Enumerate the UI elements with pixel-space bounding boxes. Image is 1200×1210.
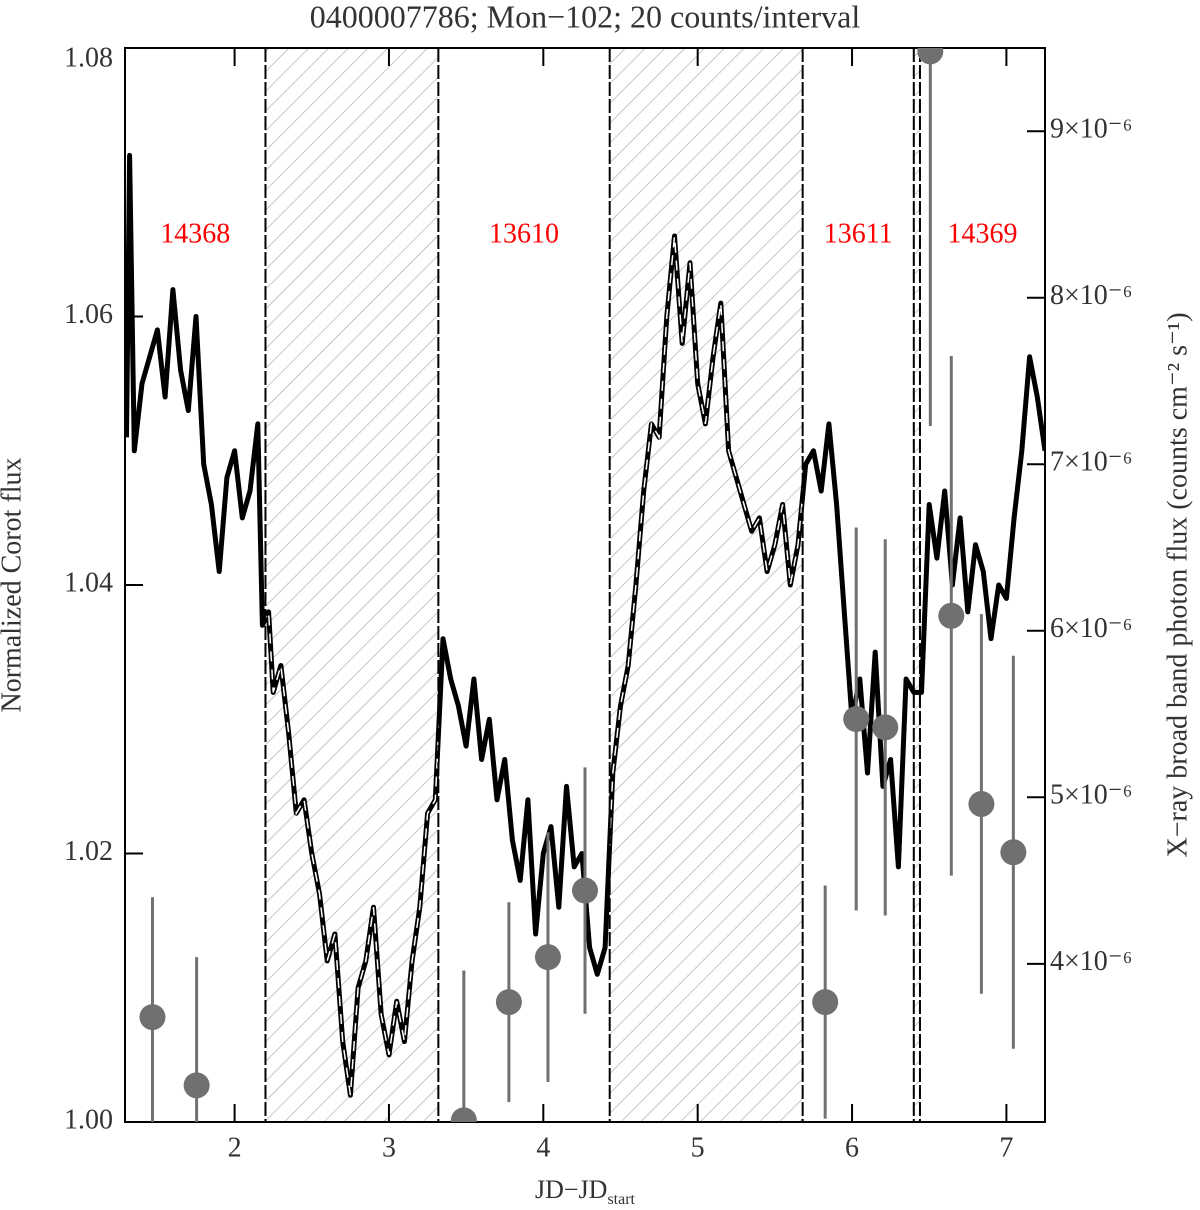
y2-tick-label: 8×10⁻⁶	[1050, 280, 1132, 311]
observation-label: 13611	[824, 218, 893, 249]
observation-label: 14369	[947, 218, 1017, 249]
y2-tick-label: 6×10⁻⁶	[1050, 613, 1132, 644]
xray-point	[450, 1107, 477, 1122]
xray-point	[812, 989, 839, 1016]
gap-layer	[265, 48, 920, 1122]
x-tick-label: 4	[536, 1132, 550, 1163]
gap-hatch	[265, 48, 439, 1122]
xray-point	[534, 944, 561, 971]
gap-hatch	[609, 48, 803, 1122]
y2-tick-label: 9×10⁻⁶	[1050, 114, 1132, 145]
xray-point	[872, 714, 899, 741]
y2-axis-label: X−ray broad band photon flux (counts cm⁻…	[1162, 312, 1193, 857]
y2-tick-label: 4×10⁻⁶	[1050, 946, 1132, 977]
xray-points	[139, 48, 1027, 1122]
x-axis-label-main: JD−JD	[535, 1175, 607, 1204]
y-tick-label: 1.02	[64, 836, 113, 867]
y-tick-label: 1.00	[64, 1104, 113, 1135]
x-tick-label: 2	[228, 1132, 242, 1163]
x-tick-label: 5	[691, 1132, 705, 1163]
observation-label: 13610	[489, 218, 559, 249]
y-tick-label: 1.06	[64, 299, 113, 330]
curve-layer	[125, 152, 1045, 1098]
xray-point	[938, 602, 965, 629]
x-axis-label: JD−JDstart	[535, 1175, 636, 1208]
x-tick-label: 3	[382, 1132, 396, 1163]
xray-point	[1000, 839, 1027, 866]
y2-tick-label: 7×10⁻⁶	[1050, 447, 1132, 478]
y-tick-label: 1.08	[64, 42, 113, 73]
xray-point	[183, 1072, 210, 1099]
xray-point	[495, 989, 522, 1016]
x-axis-label-sub: start	[607, 1191, 635, 1208]
observation-label: 14368	[160, 218, 230, 249]
xray-point	[917, 48, 944, 65]
overlay-layer: 14368 13610 13611 14369	[160, 48, 1017, 1122]
xray-point	[843, 706, 870, 733]
xray-point	[968, 790, 995, 817]
y-tick-label: 1.04	[64, 567, 113, 598]
gap-hatch	[913, 48, 920, 1122]
y2-tick-label: 5×10⁻⁶	[1050, 780, 1132, 811]
x-tick-label: 6	[845, 1132, 859, 1163]
y-axis-label: Normalized Corot flux	[0, 457, 27, 712]
chart-title: 0400007786; Mon−102; 20 counts/interval	[310, 0, 861, 34]
xray-point	[572, 877, 598, 904]
x-tick-label: 7	[999, 1132, 1013, 1163]
xray-point	[139, 1004, 166, 1031]
